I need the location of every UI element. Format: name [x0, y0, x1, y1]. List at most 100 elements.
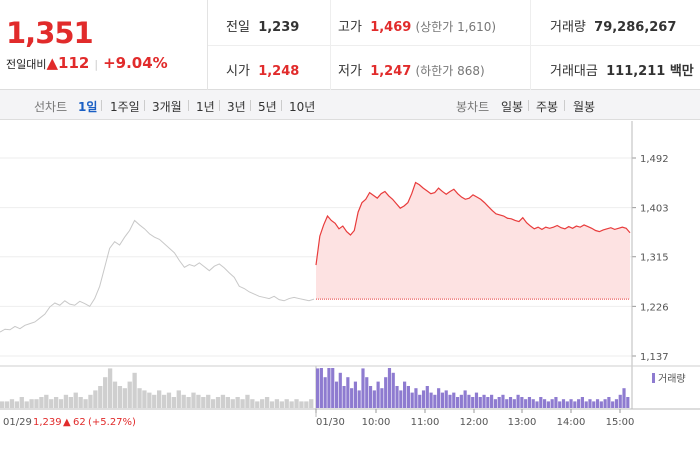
volume-bar [112, 381, 118, 408]
tab-monthly[interactable]: 월봉 [573, 100, 596, 114]
volume-bar [284, 399, 289, 408]
volume-bar [230, 399, 235, 408]
volume-bar [418, 394, 422, 408]
volume-bar [550, 399, 554, 408]
prev-date: 01/29 [3, 417, 32, 428]
x-tick-label: 14:00 [557, 417, 586, 428]
prev-day-caption: 01/29 1,239 ▲ 62 (+5.27%) [3, 417, 136, 428]
volume-bar [482, 394, 486, 408]
volume-bar [614, 399, 619, 408]
tab-1d[interactable]: 1일 [78, 100, 98, 114]
volume-bar [157, 390, 162, 408]
volume-bar [73, 392, 78, 408]
volume-bar [350, 388, 354, 408]
volume-bar [0, 401, 5, 408]
volume-bar [19, 397, 24, 408]
tab-daily[interactable]: 일봉 [501, 100, 524, 114]
stat-amount: 거래대금 111,211 백만 [550, 60, 694, 79]
volume-bar [395, 386, 399, 408]
volume-bar [98, 386, 103, 408]
x-tick-label: 15:00 [606, 417, 635, 428]
line-chart-label: 선차트 [34, 100, 68, 114]
stat-label: 고가 [338, 20, 362, 35]
volume-bar [161, 394, 167, 408]
volume-bar [391, 372, 395, 408]
volume-bar [618, 394, 622, 408]
quote-header: 1,351 전일대비▲112 | +9.04% 전일 1,239 고가 1,469 … [0, 0, 700, 90]
tab-weekly[interactable]: 주봉 [536, 100, 559, 114]
volume-bar [14, 401, 20, 408]
volume-legend-swatch [652, 373, 655, 383]
prev-up-arrow-icon: ▲ [63, 417, 71, 428]
volume-bar [78, 397, 83, 408]
volume-bar [425, 386, 429, 408]
volume-bar [309, 399, 314, 408]
tab-divider [219, 100, 220, 111]
volume-bar [166, 392, 172, 408]
price-box: 1,351 전일대비▲112 | +9.04% [0, 0, 208, 90]
volume-bar [176, 390, 181, 408]
volume-bar [215, 397, 221, 408]
volume-bar [440, 392, 445, 408]
tab-3y[interactable]: 3년 [227, 100, 246, 114]
stats-row-divider [208, 45, 700, 46]
volume-bars [0, 368, 630, 408]
volume-bar [49, 399, 54, 408]
volume-legend: 거래량 [658, 373, 686, 385]
volume-bar [279, 401, 284, 408]
volume-bar [289, 401, 294, 408]
volume-bar [501, 394, 505, 408]
y-tick-label: 1,403 [640, 204, 669, 215]
tab-divider [188, 100, 189, 111]
volume-bar [210, 399, 216, 408]
volume-bar [542, 399, 547, 408]
tab-5y[interactable]: 5년 [258, 100, 277, 114]
volume-bar [486, 397, 490, 408]
volume-bar [220, 394, 226, 408]
volume-bar [68, 397, 73, 408]
tab-divider [144, 100, 145, 111]
volume-bar [117, 386, 123, 408]
volume-bar [531, 399, 535, 408]
tab-1w[interactable]: 1주일 [110, 100, 140, 114]
chart-tabs: 선차트 1일 1주일 3개월 1년 3년 5년 10년 봉차트 일봉 주봉 월봉 [0, 90, 700, 120]
volume-bar [561, 399, 566, 408]
volume-bar [357, 390, 361, 408]
tab-1y[interactable]: 1년 [196, 100, 215, 114]
y-axis-labels: 1,492 1,403 1,315 1,226 1,137 [640, 154, 669, 363]
volume-bar [558, 401, 562, 408]
volume-bar [520, 397, 524, 408]
prev-change: 62 [73, 417, 86, 428]
stat-value: 111,211 백만 [606, 64, 694, 79]
volume-bar [603, 399, 607, 408]
volume-bar [127, 381, 132, 408]
volume-bar [433, 394, 437, 408]
volume-bar [4, 401, 10, 408]
stat-label: 전일 [226, 20, 250, 35]
y-tick-label: 1,137 [640, 352, 669, 363]
x-tick-label: 11:00 [411, 417, 440, 428]
stat-low: 저가 1,247 (하한가 868) [338, 60, 485, 79]
tab-divider [281, 100, 282, 111]
volume-bar [152, 394, 157, 408]
volume-bar [269, 401, 275, 408]
tab-10y[interactable]: 10년 [289, 100, 316, 114]
today-line [315, 181, 631, 266]
volume-bar [535, 401, 539, 408]
volume-bar [361, 368, 365, 408]
volume-bar [580, 397, 584, 408]
volume-bar [58, 399, 64, 408]
stat-value: 1,469 [370, 20, 412, 35]
volume-bar [186, 397, 191, 408]
volume-bar [206, 394, 211, 408]
change-value: 112 [58, 54, 90, 72]
volume-bar [577, 399, 581, 408]
volume-bar [372, 390, 376, 408]
volume-bar [34, 399, 39, 408]
tab-3m[interactable]: 3개월 [152, 100, 182, 114]
volume-bar [622, 388, 626, 408]
candle-chart-label: 봉차트 [456, 100, 490, 114]
volume-bar [584, 401, 588, 408]
volume-bar [240, 399, 245, 408]
today-area [316, 182, 630, 300]
